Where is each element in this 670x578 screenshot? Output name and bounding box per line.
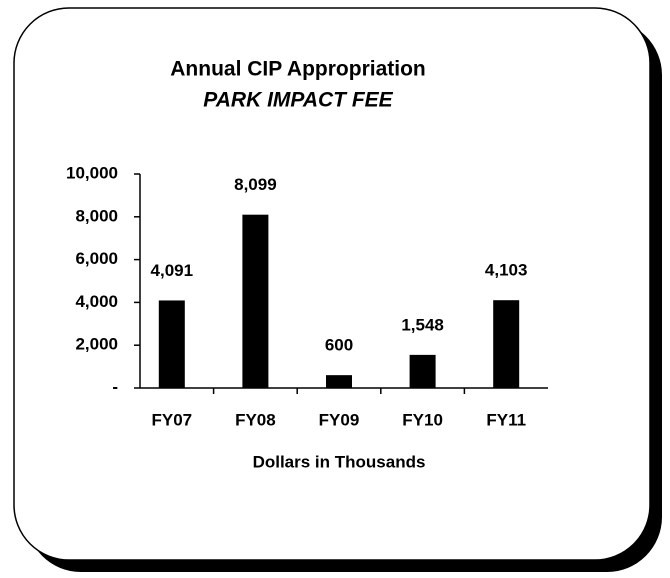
data-label: 600 (325, 336, 353, 355)
x-tick-label: FY08 (235, 410, 276, 429)
bar (409, 354, 436, 388)
bar (326, 375, 352, 388)
chart-subtitle: PARK IMPACT FEE (203, 89, 393, 112)
data-label: 4,103 (485, 261, 528, 280)
bar (158, 300, 185, 388)
data-label: 8,099 (234, 175, 277, 194)
x-tick-label: FY11 (486, 410, 526, 429)
bar (493, 300, 520, 388)
y-tick-label: 8,000 (75, 206, 118, 225)
y-tick-label: - (112, 377, 118, 396)
x-axis-title: Dollars in Thousands (253, 452, 426, 471)
data-label: 4,091 (151, 261, 194, 280)
x-tick-label: FY09 (319, 410, 360, 429)
y-tick-label: 10,000 (66, 163, 118, 182)
y-tick-label: 6,000 (75, 249, 118, 268)
frame (13, 7, 651, 561)
x-tick-label: FY07 (151, 410, 192, 429)
y-tick-label: 4,000 (75, 292, 118, 311)
y-tick-label: 2,000 (75, 335, 118, 354)
data-label: 1,548 (401, 315, 444, 334)
bar (242, 214, 269, 388)
x-tick-label: FY10 (402, 410, 443, 429)
chart-title: Annual CIP Appropriation (170, 58, 426, 81)
